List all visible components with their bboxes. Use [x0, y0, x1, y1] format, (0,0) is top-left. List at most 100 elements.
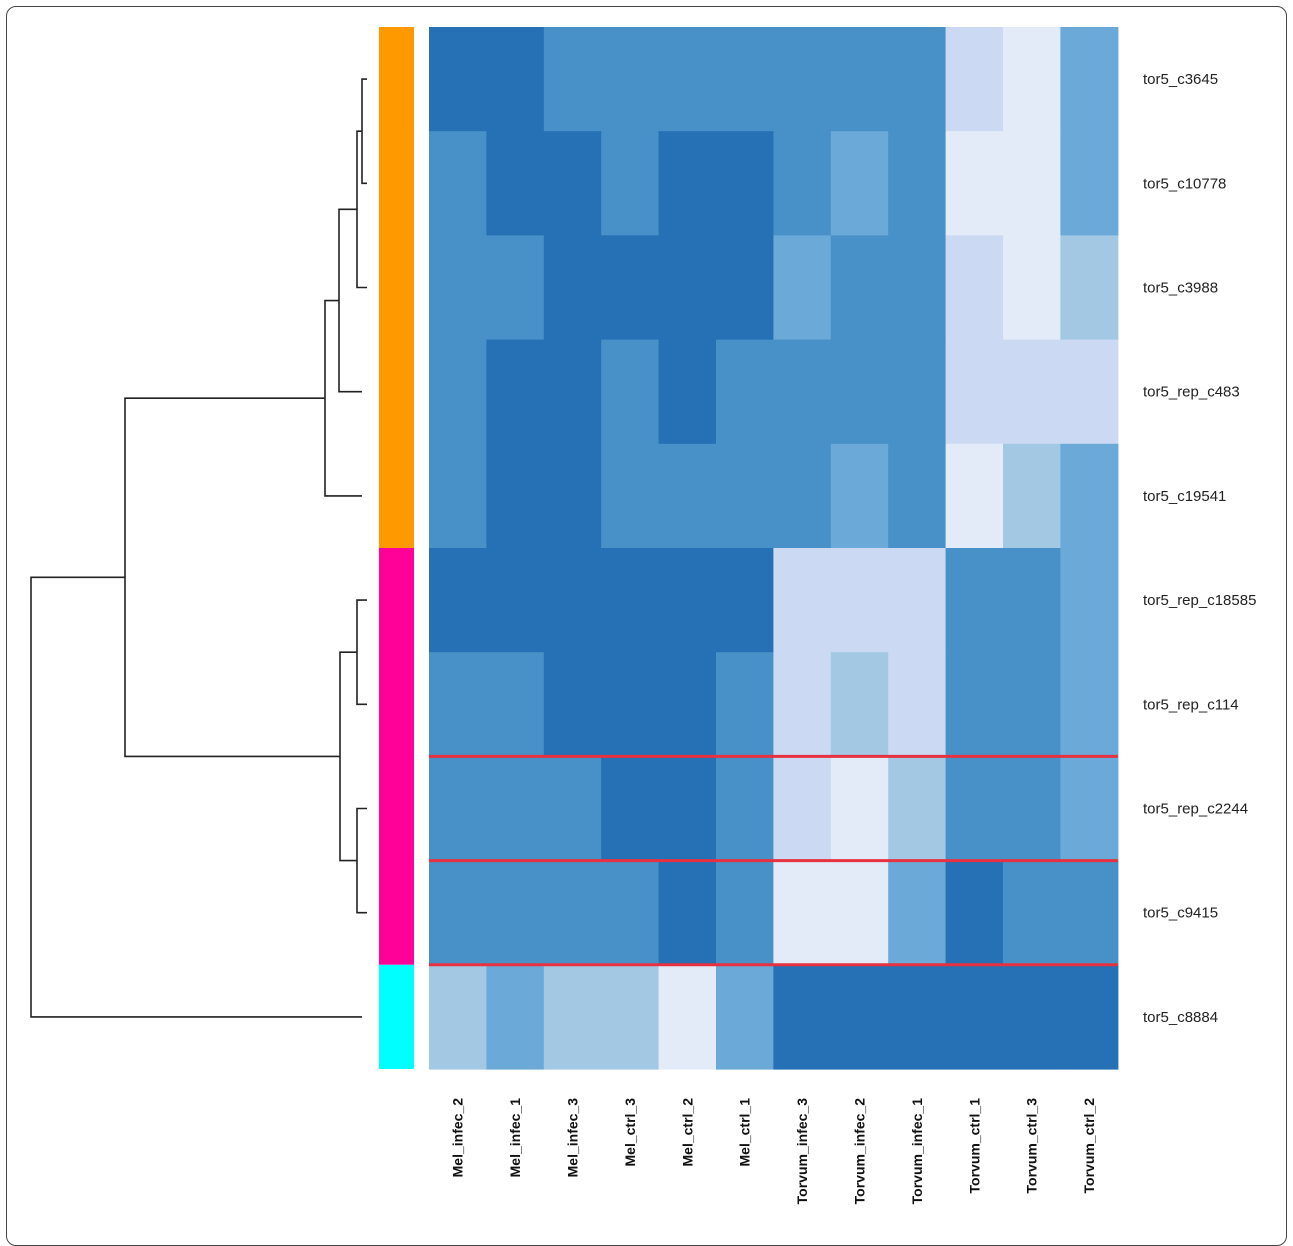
heatmap-cell	[773, 652, 832, 757]
heatmap-cell	[658, 548, 717, 653]
dendrogram-branch	[361, 78, 367, 185]
row-label: tor5_c19541	[1143, 488, 1226, 505]
heatmap-cell	[429, 548, 487, 653]
heatmap-cell	[486, 443, 545, 549]
heatmap-cell	[1060, 756, 1119, 862]
heatmap-cell	[1003, 131, 1061, 236]
heatmap-cell	[1003, 756, 1061, 862]
heatmap-cell	[830, 443, 889, 549]
heatmap-cell	[773, 131, 832, 236]
heatmap-cell	[830, 964, 889, 1070]
heatmap-cell	[1060, 443, 1119, 549]
heatmap-cell	[658, 27, 717, 132]
heatmap-cell	[945, 131, 1004, 236]
heatmap-cell	[773, 443, 832, 549]
row-label: tor5_c3988	[1143, 280, 1218, 297]
heatmap-cell	[1060, 235, 1119, 341]
heatmap-cell	[543, 235, 602, 341]
heatmap-cell	[543, 860, 602, 966]
heatmap-cell	[945, 339, 1004, 445]
heatmap-cell	[543, 27, 602, 132]
heatmap-cell	[601, 964, 660, 1070]
row-label: tor5_c10778	[1143, 175, 1226, 192]
heatmap-cell	[1003, 964, 1061, 1070]
column-label: Mel_infec_2	[450, 1098, 466, 1178]
row-labels: tor5_c3645 tor5_c10778 tor5_c3988 tor5_rep_…	[1143, 71, 1256, 1026]
column-label: Torvum_infec_2	[852, 1098, 868, 1205]
heatmap-cell	[1003, 235, 1061, 341]
heatmap-cell	[830, 860, 889, 966]
heatmap-cell	[888, 27, 947, 132]
heatmap-cell	[543, 652, 602, 757]
heatmap-cell	[601, 339, 660, 445]
heatmap-cell	[658, 964, 717, 1070]
heatmap-cell	[601, 235, 660, 341]
heatmap-cell	[830, 548, 889, 653]
heatmap-cell	[486, 756, 545, 862]
heatmap-cell	[945, 443, 1004, 549]
dendrogram-branch	[339, 651, 357, 862]
heatmap-cell	[716, 443, 774, 549]
heatmap-cell	[601, 860, 660, 966]
heatmap-cell	[486, 131, 545, 236]
heatmap-cell	[601, 756, 660, 862]
row-label: tor5_rep_c114	[1143, 696, 1239, 713]
heatmap-cell	[486, 339, 545, 445]
heatmap-cell	[658, 235, 717, 341]
heatmap-cell	[945, 27, 1004, 132]
heatmap-cell	[429, 443, 487, 549]
cluster-bar-segment	[379, 964, 414, 1069]
heatmap-cell	[1060, 548, 1119, 653]
heatmap-cell	[716, 548, 774, 653]
heatmap-cell	[1003, 27, 1061, 132]
heatmap-cell	[716, 235, 774, 341]
heatmap-cell	[830, 27, 889, 132]
heatmap-cell	[429, 652, 487, 757]
heatmap-cell	[429, 131, 487, 236]
heatmap-cell	[716, 27, 774, 132]
heatmap-cell	[429, 235, 487, 341]
heatmap-cell	[830, 756, 889, 862]
cluster-bar-segment	[379, 548, 414, 965]
dendrogram-branch	[338, 208, 362, 393]
heatmap-cell	[1003, 652, 1061, 757]
dendrogram-branch	[356, 599, 367, 706]
heatmap-cell	[543, 131, 602, 236]
heatmap-cell	[716, 339, 774, 445]
heatmap-cell	[658, 131, 717, 236]
row-label: tor5_rep_c18585	[1143, 592, 1256, 609]
column-label: Torvum_ctrl_2	[1081, 1098, 1097, 1194]
row-label: tor5_c3645	[1143, 71, 1218, 88]
heatmap-cell	[888, 548, 947, 653]
heatmap-cell	[1060, 652, 1119, 757]
heatmap-cell	[773, 964, 832, 1070]
heatmap-cell	[773, 756, 832, 862]
heatmap-cell	[716, 964, 774, 1070]
heatmap-cell	[658, 443, 717, 549]
row-label: tor5_c8884	[1143, 1009, 1218, 1026]
row-label: tor5_c9415	[1143, 905, 1218, 922]
column-label: Torvum_ctrl_3	[1024, 1098, 1040, 1194]
column-label: Torvum_infec_1	[909, 1098, 925, 1205]
column-label: Mel_infec_1	[507, 1098, 523, 1178]
heatmap-cell	[429, 756, 487, 862]
heatmap-cell	[658, 339, 717, 445]
heatmap-cell	[888, 756, 947, 862]
heatmap-cell	[601, 652, 660, 757]
heatmap-cell	[486, 235, 545, 341]
heatmap-cell	[543, 548, 602, 653]
heatmap-cell	[716, 756, 774, 862]
heatmap-cell	[429, 27, 487, 132]
heatmap-cell	[429, 964, 487, 1070]
column-labels: Mel_infec_2 Mel_infec_1 Mel_infec_3 Mel_ctr…	[450, 1098, 1097, 1205]
heatmap-cell	[601, 548, 660, 653]
row-label: tor5_rep_c2244	[1143, 801, 1248, 818]
heatmap-cell	[773, 235, 832, 341]
heatmap-cell	[888, 443, 947, 549]
cluster-bar-segment	[379, 27, 414, 548]
dendrogram-branch	[356, 807, 367, 914]
heatmap-cell	[486, 548, 545, 653]
heatmap-cell	[888, 235, 947, 341]
heatmap-cell	[543, 964, 602, 1070]
heatmap-cell	[1060, 27, 1119, 132]
